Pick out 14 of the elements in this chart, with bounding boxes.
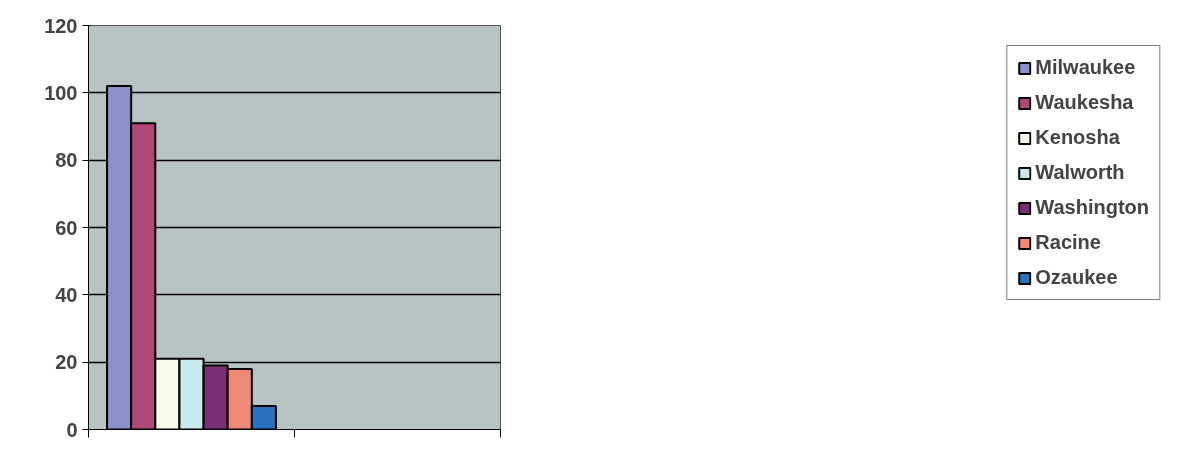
- legend-label: Kenosha: [1035, 126, 1120, 149]
- legend-label: Racine: [1035, 231, 1101, 254]
- legend-label: Walworth: [1035, 161, 1125, 184]
- y-tick-label: 40: [55, 283, 78, 306]
- y-tick-label: 100: [44, 81, 78, 104]
- y-tick-label: 80: [55, 149, 78, 172]
- legend-label: Waukesha: [1035, 91, 1134, 114]
- y-tick-label: 20: [55, 351, 78, 374]
- y-tick-label: 60: [55, 216, 78, 239]
- legend-label: Milwaukee: [1035, 56, 1136, 79]
- y-tick-label: 120: [44, 14, 78, 37]
- legend-label: Washington: [1035, 196, 1149, 219]
- y-tick-label: 0: [66, 418, 78, 441]
- legend-label: Ozaukee: [1035, 266, 1118, 289]
